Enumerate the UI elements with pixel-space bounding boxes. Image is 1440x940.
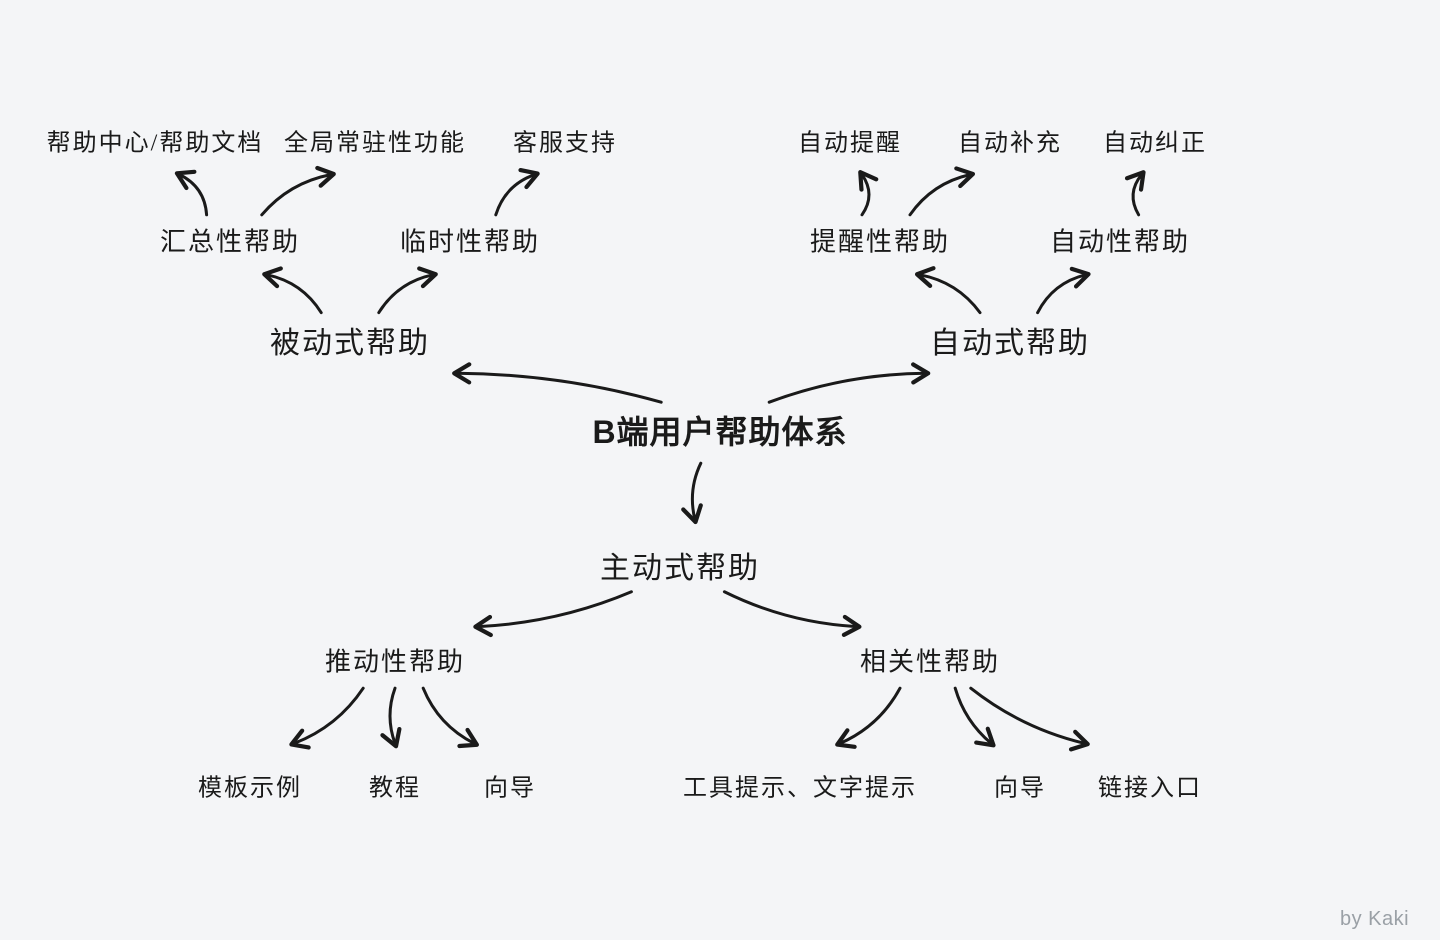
node-wizard1: 向导 — [484, 768, 536, 803]
edge-push-to-templates — [294, 688, 363, 743]
edge-summary-to-globalfn — [262, 175, 331, 215]
node-reminder: 提醒性帮助 — [810, 222, 950, 259]
root-node: B端用户帮助体系 — [592, 407, 847, 453]
edge-push-to-wizard1 — [423, 688, 474, 743]
node-auto: 自动式帮助 — [930, 318, 1090, 362]
diagram-canvas: B端用户帮助体系 被动式帮助 自动式帮助主动式帮助 汇总性帮助 临时性帮助 提醒性帮助 自… — [0, 0, 1440, 940]
edge-summary-to-helpcenter — [180, 175, 207, 215]
node-related: 相关性帮助 — [860, 642, 1000, 679]
node-linkentry: 链接入口 — [1098, 768, 1202, 803]
node-tutorials: 教程 — [369, 768, 421, 803]
node-passive: 被动式帮助 — [270, 318, 430, 362]
edge-root-to-active — [692, 463, 700, 519]
node-autohelp: 自动性帮助 — [1050, 222, 1190, 259]
edge-auto-to-autohelp — [1038, 275, 1086, 313]
edge-reminder-to-autofill — [910, 175, 970, 215]
node-helpcenter: 帮助中心/帮助文档 — [47, 123, 264, 158]
node-push: 推动性帮助 — [325, 642, 465, 679]
node-autoreminder: 自动提醒 — [798, 123, 902, 158]
edge-passive-to-summary — [267, 275, 321, 313]
node-summary: 汇总性帮助 — [160, 222, 300, 259]
credit-text: by Kaki — [1340, 908, 1409, 931]
edge-related-to-wizard2 — [955, 688, 991, 743]
edge-related-to-tooltips — [840, 688, 900, 743]
node-wizard2: 向导 — [994, 768, 1046, 803]
node-active: 主动式帮助 — [600, 543, 760, 587]
edge-passive-to-temporary — [379, 275, 433, 313]
edge-root-to-auto — [769, 373, 925, 402]
edge-root-to-passive — [457, 373, 661, 402]
node-tooltips: 工具提示、文字提示 — [683, 768, 917, 803]
node-autofill: 自动补充 — [958, 123, 1062, 158]
edge-temporary-to-support — [496, 175, 535, 215]
edge-active-to-related — [724, 592, 856, 627]
edge-autohelp-to-autocorrect — [1133, 175, 1142, 215]
node-autocorrect: 自动纠正 — [1103, 123, 1207, 158]
node-globalfn: 全局常驻性功能 — [284, 123, 466, 158]
node-temporary: 临时性帮助 — [400, 222, 540, 259]
edge-auto-to-reminder — [920, 275, 980, 313]
edge-related-to-linkentry — [971, 688, 1085, 743]
node-support: 客服支持 — [513, 123, 617, 158]
edge-active-to-push — [478, 592, 631, 627]
node-templates: 模板示例 — [198, 768, 302, 803]
edge-push-to-tutorials — [390, 688, 395, 743]
edge-reminder-to-autoreminder — [862, 175, 869, 215]
